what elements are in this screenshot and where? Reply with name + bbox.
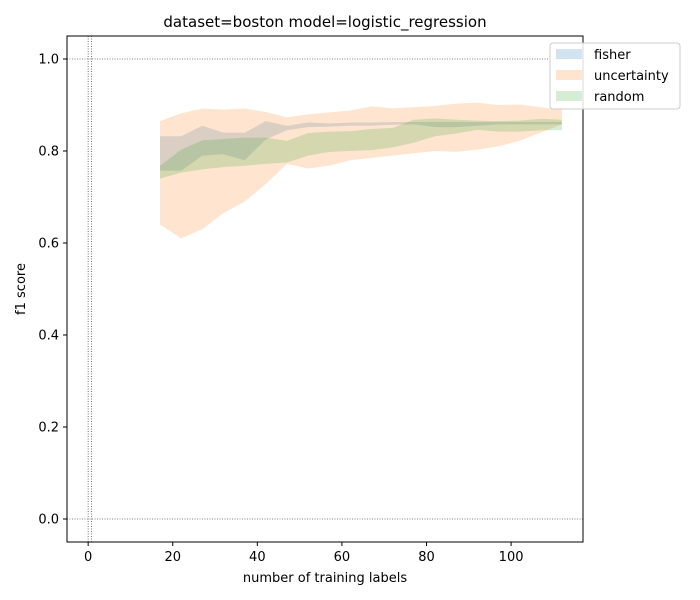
x-tick-label: 20: [164, 550, 181, 565]
legend-frame: [549, 42, 681, 110]
legend-label-random: random: [594, 90, 644, 105]
x-tick-label: 100: [499, 550, 524, 565]
legend-swatch-random: [556, 91, 582, 101]
y-tick-label: 0.8: [38, 145, 59, 160]
legend-swatch-uncertainty: [556, 70, 582, 80]
x-tick-label: 40: [249, 550, 266, 565]
x-tick-label: 0: [84, 550, 92, 565]
y-axis-ticks: 0.0 0.2 0.4 0.6 0.8 1.0: [38, 53, 67, 528]
legend-swatch-fisher: [556, 49, 582, 59]
series-bands: [160, 102, 562, 239]
y-tick-label: 1.0: [38, 53, 59, 68]
y-tick-label: 0.4: [38, 329, 59, 344]
x-axis-label: number of training labels: [243, 571, 407, 586]
x-axis-ticks: 0 20 40 60 80 100: [84, 542, 524, 565]
band-random: [160, 118, 562, 179]
x-tick-label: 80: [418, 550, 435, 565]
chart-title: dataset=boston model=logistic_regression: [163, 13, 486, 32]
y-tick-label: 0.2: [38, 421, 59, 436]
band-uncertainty: [160, 102, 562, 239]
legend-label-fisher: fisher: [594, 48, 631, 63]
plot-area-frame: [66, 35, 584, 543]
band-fisher: [160, 121, 562, 171]
y-tick-label: 0.6: [38, 237, 59, 252]
y-tick-label: 0.0: [38, 513, 59, 528]
reference-lines: [67, 36, 583, 542]
x-tick-label: 60: [334, 550, 351, 565]
legend: fisher uncertainty random: [549, 42, 681, 110]
y-axis-label: f1 score: [14, 263, 29, 315]
legend-label-uncertainty: uncertainty: [594, 69, 669, 84]
